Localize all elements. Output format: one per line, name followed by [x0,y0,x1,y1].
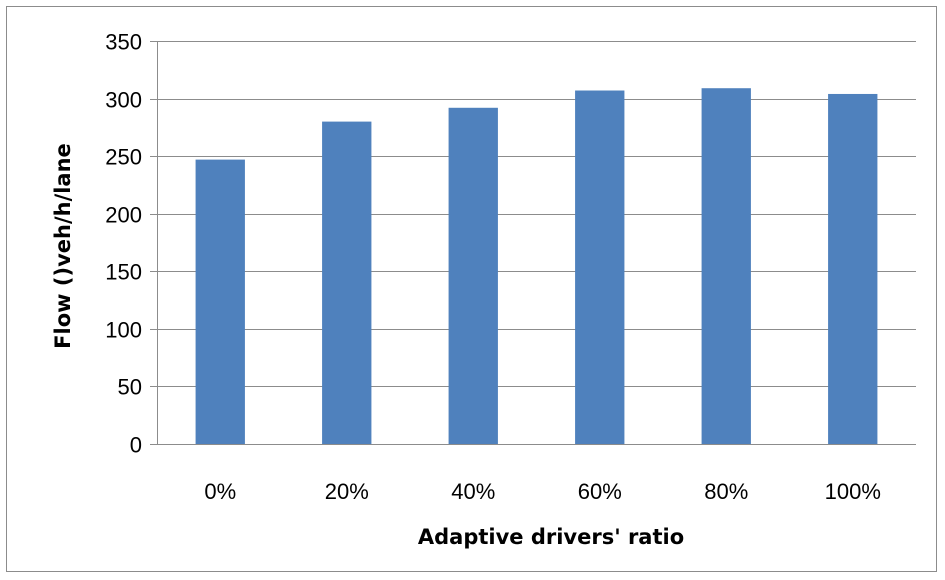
y-tick-label: 200 [105,203,142,228]
x-tick-label: 80% [704,479,748,504]
y-tick-label: 0 [130,433,142,458]
bar [575,90,625,445]
y-tick-labels: 0 50 100 150 200 250 300 350 [105,30,142,458]
y-tick-label: 350 [105,30,142,55]
gridlines [157,41,916,387]
x-tick-label: 100% [825,479,881,504]
y-tick-label: 300 [105,88,142,113]
x-tick-label: 0% [204,479,236,504]
x-tick-label: 40% [451,479,495,504]
bar [448,107,498,444]
x-tick-label: 60% [578,479,622,504]
bar [322,121,372,444]
x-axis-title: Adaptive drivers' ratio [418,525,684,549]
y-tick-label: 150 [105,260,142,285]
y-axis-title: Flow ()veh/h/lane [51,143,75,349]
y-tick-label: 50 [118,375,142,400]
axes [150,41,916,445]
bar [701,88,751,445]
x-tick-label: 20% [325,479,369,504]
y-tick-label: 250 [105,145,142,170]
bar [195,159,245,444]
bars [195,88,878,445]
x-tick-labels: 0% 20% 40% 60% 80% 100% [204,479,881,504]
y-tick-label: 100 [105,318,142,343]
bar [828,93,878,445]
